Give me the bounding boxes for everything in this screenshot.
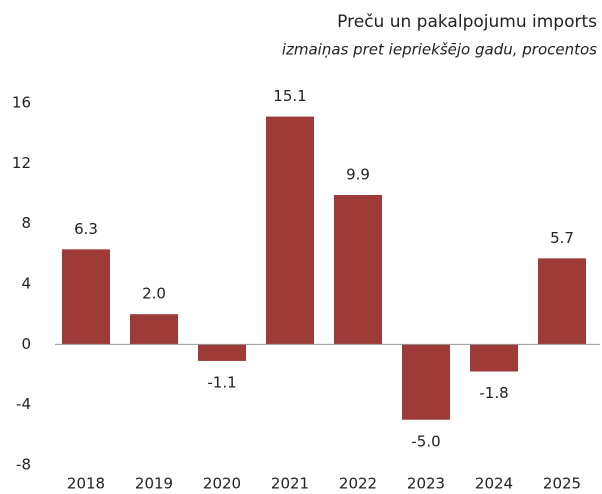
data-label: 6.3	[74, 220, 98, 238]
data-label: 2.0	[142, 285, 166, 303]
y-tick-label: 8	[21, 214, 31, 232]
data-label: 5.7	[550, 229, 574, 247]
chart-title: Preču un pakalpojumu imports	[337, 12, 597, 32]
bar	[266, 116, 314, 345]
bar	[470, 344, 518, 372]
x-tick-label: 2025	[543, 475, 581, 493]
x-tick-label: 2024	[475, 475, 513, 493]
bar	[402, 344, 450, 420]
y-tick-label: -8	[16, 456, 31, 474]
bar	[334, 195, 382, 345]
bar	[198, 344, 246, 361]
y-tick-label: -4	[16, 395, 31, 413]
data-label: 15.1	[273, 87, 306, 105]
x-tick-label: 2023	[407, 475, 445, 493]
x-tick-label: 2022	[339, 475, 377, 493]
bar	[130, 314, 178, 345]
x-tick-label: 2021	[271, 475, 309, 493]
y-tick-label: 0	[21, 335, 31, 353]
y-tick-label: 16	[12, 94, 31, 112]
bar	[538, 258, 586, 345]
x-tick-label: 2018	[67, 475, 105, 493]
y-tick-label: 4	[21, 275, 31, 293]
data-label: -1.8	[479, 384, 508, 402]
data-label: -1.1	[207, 373, 236, 391]
x-tick-label: 2020	[203, 475, 241, 493]
x-tick-label: 2019	[135, 475, 173, 493]
chart-subtitle: izmaiņas pret iepriekšējo gadu, procento…	[282, 41, 597, 59]
bar	[62, 249, 110, 345]
data-label: 9.9	[346, 166, 370, 184]
data-label: -5.0	[411, 432, 440, 450]
y-tick-label: 12	[12, 154, 31, 172]
